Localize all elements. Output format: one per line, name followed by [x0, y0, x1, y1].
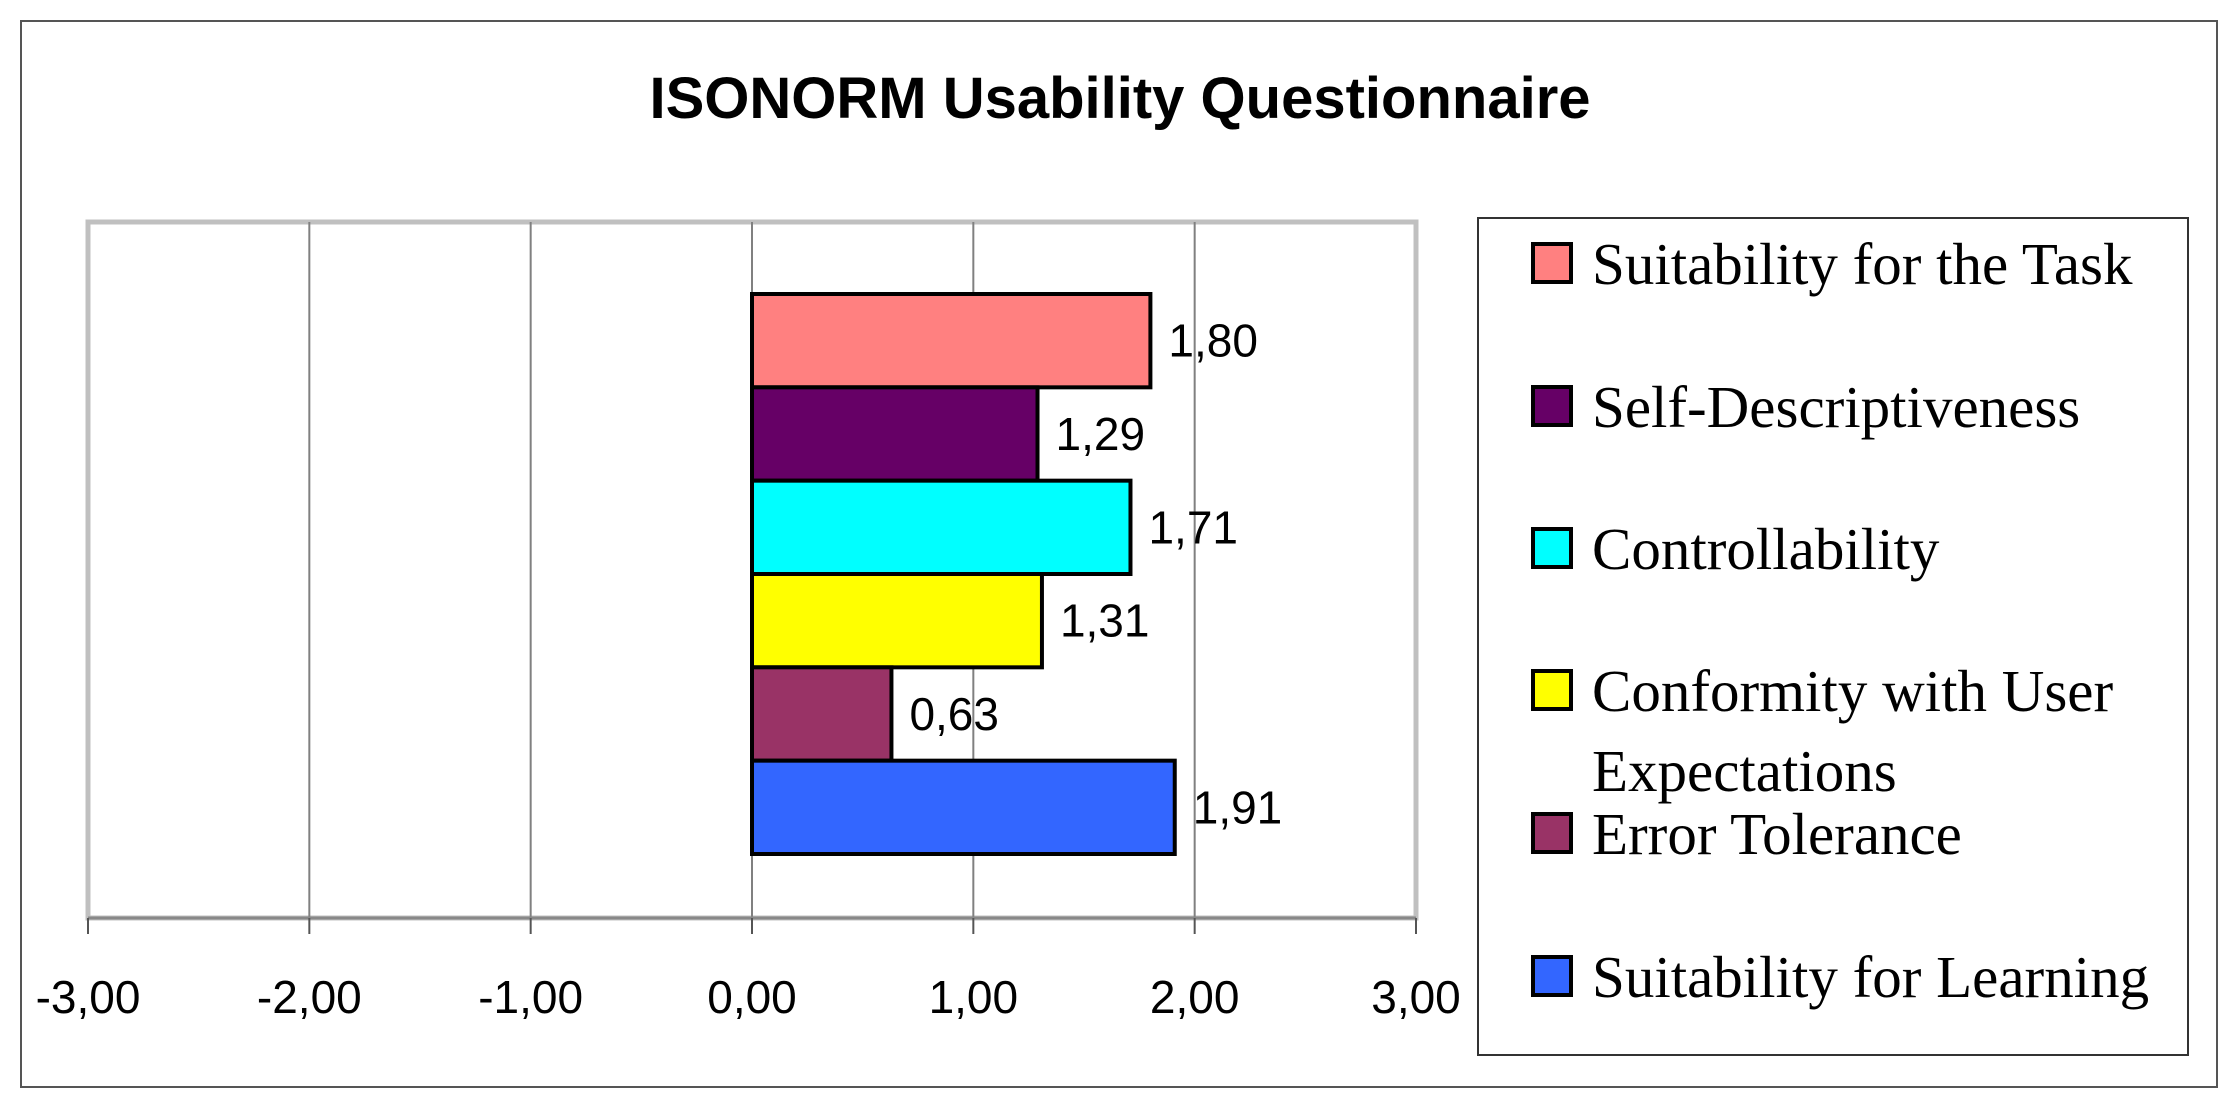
legend-label-line: Conformity with User [1592, 658, 2113, 724]
x-tick-label: 1,00 [929, 971, 1019, 1023]
legend-swatch [1531, 527, 1573, 569]
bar [750, 758, 1177, 857]
x-tick-label: 0,00 [707, 971, 797, 1023]
legend-swatch [1531, 955, 1573, 997]
bars [750, 292, 1177, 857]
legend-swatch [1531, 812, 1573, 854]
legend-label: Controllability [1592, 516, 1940, 582]
legend-swatch [1531, 242, 1573, 284]
bar [750, 665, 894, 763]
x-tick-label: -3,00 [36, 971, 141, 1023]
x-tick-label: -2,00 [257, 971, 362, 1023]
data-label: 1,80 [1168, 315, 1258, 367]
legend: Suitability for the Task Self-Descriptive… [1531, 231, 2149, 1010]
legend-label: Error Tolerance [1592, 801, 1962, 867]
legend-label: Suitability for the Task [1592, 231, 2133, 297]
x-tick-label: 2,00 [1150, 971, 1240, 1023]
legend-label: Suitability for Learning [1592, 944, 2149, 1010]
data-label: 1,31 [1060, 595, 1150, 647]
legend-label: Conformity with User Expectations [1592, 658, 2113, 804]
x-tick-label: 3,00 [1371, 971, 1461, 1023]
data-label: 1,29 [1056, 408, 1146, 460]
bar [750, 478, 1133, 576]
legend-box [1477, 217, 2189, 1056]
data-label: 1,91 [1193, 781, 1283, 833]
chart-title: ISONORM Usability Questionnaire [649, 66, 1590, 131]
x-tick-label: -1,00 [478, 971, 583, 1023]
legend-swatch [1531, 669, 1573, 711]
x-axis-ticks: -3,00 -2,00 -1,00 0,00 1,00 2,00 3,00 [36, 918, 1461, 1023]
bar [750, 292, 1153, 390]
legend-label: Self-Descriptiveness [1592, 374, 2080, 440]
bar [750, 572, 1044, 670]
bar [750, 385, 1040, 483]
legend-swatch [1531, 385, 1573, 427]
data-label: 1,71 [1148, 501, 1238, 553]
legend-label-line: Expectations [1592, 738, 1897, 804]
data-labels: 1,80 1,291,71 1,31 0,63 1,91 [909, 315, 1282, 834]
data-label: 0,63 [909, 688, 999, 740]
